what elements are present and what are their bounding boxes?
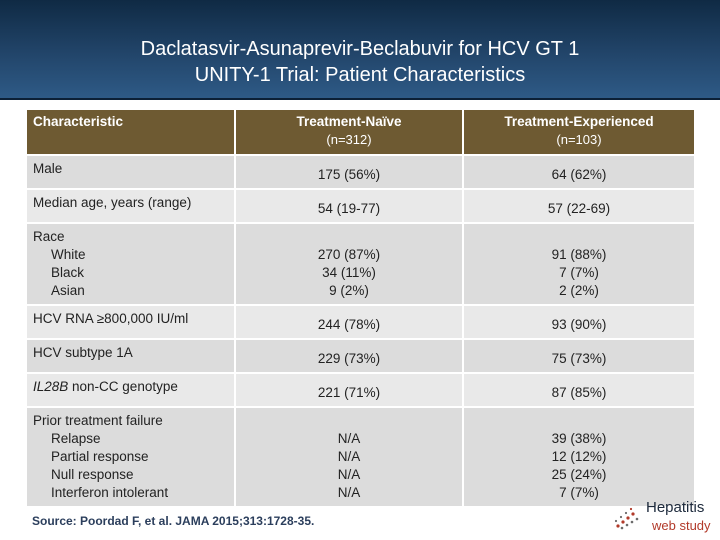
row-label: HCV subtype 1A [27, 340, 234, 372]
hepatitis-web-study-logo: Hepatitis web study [612, 496, 712, 536]
il28b-rest: non-CC genotype [68, 379, 178, 394]
slide-title: Daclatasvir-Asunaprevir-Beclabuvir for H… [0, 36, 720, 88]
prior-relapse-experienced: 39 (38%) [551, 431, 607, 446]
row-label-prior: Prior treatment failure Relapse Partial … [27, 408, 234, 506]
prior-interferon-label: Interferon intolerant [51, 485, 169, 500]
prior-partial-label: Partial response [51, 449, 149, 464]
table-row-male: Male 175 (56%) 64 (62%) [27, 156, 694, 188]
row-label: HCV RNA ≥800,000 IU/ml [27, 306, 234, 338]
race-black-label: Black [51, 265, 85, 280]
table-header-row: Characteristic Treatment-Naïve (n=312) T… [27, 110, 694, 154]
table-row-prior-failure: Prior treatment failure Relapse Partial … [27, 408, 694, 506]
title-line-2: UNITY-1 Trial: Patient Characteristics [194, 64, 526, 86]
title-banner: Daclatasvir-Asunaprevir-Beclabuvir for H… [0, 0, 720, 100]
patient-characteristics-table: Characteristic Treatment-Naïve (n=312) T… [27, 108, 694, 508]
cell-naive: 54 (19-77) [234, 190, 462, 222]
cell-experienced: 75 (73%) [462, 340, 694, 372]
row-label: Male [27, 156, 234, 188]
cell-experienced: 91 (88%) 7 (7%) 2 (2%) [462, 224, 694, 304]
prior-partial-naive: N/A [337, 449, 361, 464]
hepatitis-logo-icon [614, 507, 639, 530]
cell-experienced: 64 (62%) [462, 156, 694, 188]
row-label-il28b: IL28B non-CC genotype [27, 374, 234, 406]
cell-experienced: 39 (38%) 12 (12%) 25 (24%) 7 (7%) [462, 408, 694, 506]
table-row-age: Median age, years (range) 54 (19-77) 57 … [27, 190, 694, 222]
prior-relapse-naive: N/A [337, 431, 361, 446]
logo-subtitle: web study [652, 518, 711, 533]
cell-experienced: 57 (22-69) [462, 190, 694, 222]
prior-partial-experienced: 12 (12%) [551, 449, 607, 464]
prior-interferon-experienced: 7 (7%) [559, 485, 599, 500]
cell-naive: 229 (73%) [234, 340, 462, 372]
table-row-race: Race White Black Asian 270 (87%) 34 (11%… [27, 224, 694, 304]
table-row-hcv-rna: HCV RNA ≥800,000 IU/ml 244 (78%) 93 (90%… [27, 306, 694, 338]
cell-naive: 244 (78%) [234, 306, 462, 338]
row-label: Prior treatment failure [33, 413, 163, 428]
prior-null-experienced: 25 (24%) [551, 467, 607, 482]
header-naive-n: (n=312) [326, 132, 372, 147]
header-characteristic: Characteristic [27, 110, 234, 154]
race-black-experienced: 7 (7%) [559, 265, 599, 280]
table-row-subtype: HCV subtype 1A 229 (73%) 75 (73%) [27, 340, 694, 372]
race-white-label: White [51, 247, 86, 262]
cell-naive: 221 (71%) [234, 374, 462, 406]
row-label: Median age, years (range) [27, 190, 234, 222]
cell-naive: N/A N/A N/A N/A [234, 408, 462, 506]
prior-null-naive: N/A [337, 467, 361, 482]
il28b-italic: IL28B [33, 379, 69, 394]
cell-experienced: 87 (85%) [462, 374, 694, 406]
logo-name: Hepatitis [646, 499, 705, 516]
header-naive-label: Treatment-Naïve [296, 114, 402, 129]
source-citation: Source: Poordad F, et al. JAMA 2015;313:… [32, 514, 315, 528]
title-line-1: Daclatasvir-Asunaprevir-Beclabuvir for H… [140, 38, 580, 60]
race-asian-label: Asian [51, 283, 85, 298]
header-treatment-naive: Treatment-Naïve (n=312) [234, 110, 462, 154]
race-white-naive: 270 (87%) [317, 247, 381, 262]
cell-naive: 175 (56%) [234, 156, 462, 188]
header-treatment-experienced: Treatment-Experienced (n=103) [462, 110, 694, 154]
header-experienced-n: (n=103) [556, 132, 602, 147]
prior-interferon-naive: N/A [337, 485, 361, 500]
prior-relapse-label: Relapse [51, 431, 101, 446]
race-asian-experienced: 2 (2%) [559, 283, 599, 298]
table-row-il28b: IL28B non-CC genotype 221 (71%) 87 (85%) [27, 374, 694, 406]
prior-null-label: Null response [51, 467, 134, 482]
cell-experienced: 93 (90%) [462, 306, 694, 338]
row-label-race: Race White Black Asian [27, 224, 234, 304]
header-experienced-label: Treatment-Experienced [504, 114, 654, 129]
row-label: Race [33, 229, 65, 244]
race-white-experienced: 91 (88%) [551, 247, 607, 262]
cell-naive: 270 (87%) 34 (11%) 9 (2%) [234, 224, 462, 304]
race-asian-naive: 9 (2%) [329, 283, 369, 298]
race-black-naive: 34 (11%) [322, 265, 376, 280]
